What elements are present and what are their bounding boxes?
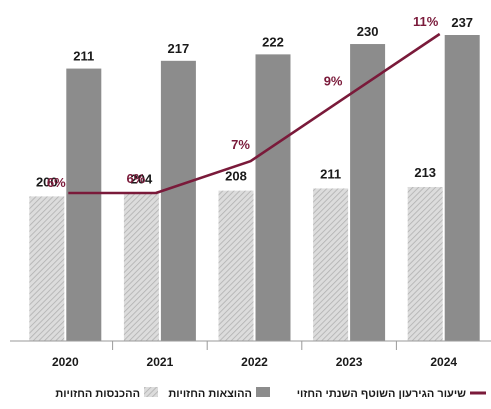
- expense-bar-2020: [66, 68, 102, 342]
- expense-bar-2023: [350, 44, 386, 342]
- deficit-value-label-2020: 6%: [47, 175, 66, 190]
- deficit-value-label-2021: 6%: [127, 171, 146, 186]
- income-bar-2021: [123, 193, 159, 341]
- income-value-label-2023: 211: [320, 166, 341, 181]
- income-bar-2022: [218, 190, 254, 341]
- legend-item-income: ההכנסות החזויות: [55, 387, 158, 400]
- expense-value-label-2021: 217: [168, 41, 190, 56]
- deficit-value-label-2024: 11%: [413, 14, 439, 29]
- x-tick-label-2021: 2021: [147, 355, 174, 369]
- expense-value-label-2020: 211: [73, 49, 94, 64]
- x-tick-label-2023: 2023: [336, 355, 363, 369]
- income-bar-2023: [313, 188, 349, 341]
- x-tick-label-2022: 2022: [241, 355, 268, 369]
- expense-value-label-2024: 237: [451, 15, 473, 30]
- income-bar-2020: [29, 196, 65, 341]
- expense-bar-2024: [444, 35, 480, 341]
- expense-bar-2022: [255, 54, 291, 341]
- legend-label-deficit: שיעור הגירעון השוטף השנתי החזוי: [297, 388, 466, 400]
- legend-item-expenses: ההוצאות החזויות: [168, 387, 270, 400]
- legend-swatch-solid: [256, 387, 270, 397]
- income-bar-2024: [407, 186, 443, 341]
- expense-value-label-2023: 230: [357, 24, 379, 39]
- expense-value-label-2022: 222: [262, 34, 284, 49]
- deficit-value-label-2022: 7%: [231, 137, 250, 152]
- expense-bar-2021: [160, 60, 196, 341]
- income-value-label-2020: 200: [36, 174, 58, 189]
- legend-item-deficit: שיעור הגירעון השוטף השנתי החזוי: [297, 388, 486, 400]
- deficit-value-label-2023: 9%: [324, 74, 343, 89]
- legend-label-expenses: ההוצאות החזויות: [168, 388, 252, 400]
- legend-swatch-hatched: [144, 387, 158, 397]
- income-value-label-2024: 213: [414, 165, 436, 180]
- income-value-label-2022: 208: [225, 169, 247, 184]
- deficit-rate-line: [68, 32, 441, 195]
- x-tick-label-2024: 2024: [430, 355, 457, 369]
- x-tick-label-2020: 2020: [52, 355, 79, 369]
- legend-label-income: ההכנסות החזויות: [55, 388, 140, 400]
- income-value-label-2021: 204: [131, 172, 153, 187]
